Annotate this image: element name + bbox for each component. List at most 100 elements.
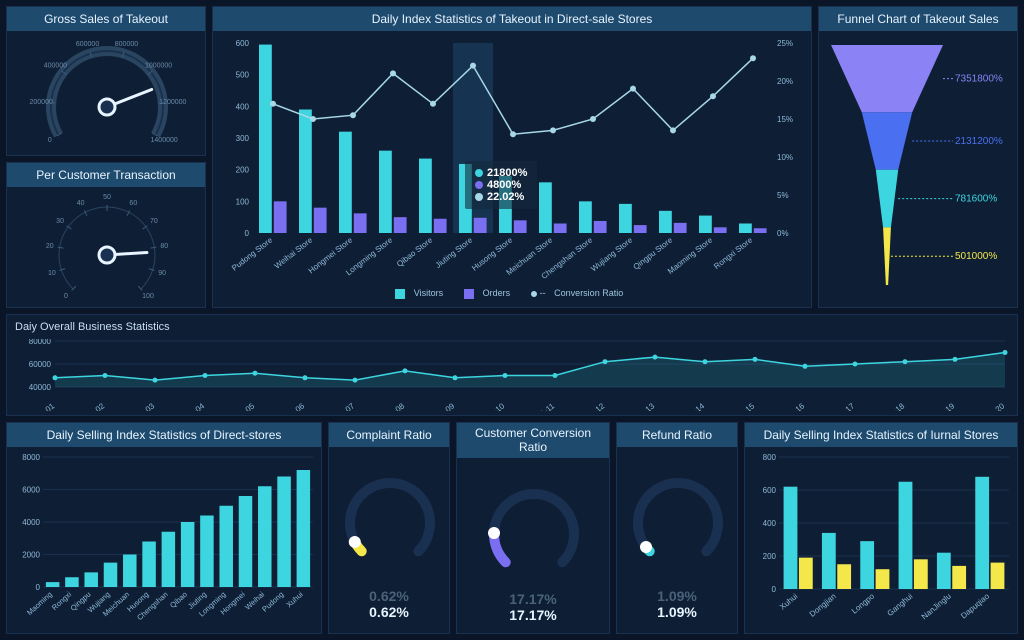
funnel-panel: Funnel Chart of Takeout Sales 7351800% 21… [818, 6, 1018, 308]
svg-text:781600%: 781600% [955, 194, 997, 205]
gross-sales-title: Gross Sales of Takeout [7, 7, 205, 31]
svg-text:1000000: 1000000 [145, 63, 172, 70]
refund-ratio-title: Refund Ratio [617, 423, 737, 447]
svg-text:10%: 10% [777, 153, 793, 162]
legend-conversion: Conversion Ratio [554, 288, 623, 298]
refund-ratio-panel: Refund Ratio 1.09%1.09% [616, 422, 738, 634]
svg-text:1400000: 1400000 [151, 137, 178, 144]
svg-text:500: 500 [236, 71, 250, 80]
svg-text:10: 10 [48, 270, 56, 277]
svg-text:Ganghui: Ganghui [885, 591, 914, 617]
svg-text:Qibao: Qibao [168, 590, 189, 610]
daily-overall-title: Daiy Overall Business Statistics [7, 315, 1017, 339]
svg-text:11-09: 11-09 [435, 401, 457, 411]
conversion-ratio-title: Customer Conversion Ratio [457, 423, 609, 458]
svg-text:11-13: 11-13 [635, 401, 657, 411]
daily-overall-panel: Daiy Overall Business Statistics 40000 60… [6, 314, 1018, 416]
complaint-ratio-value: 0.62% [329, 604, 449, 620]
svg-text:70: 70 [150, 218, 158, 225]
svg-text:4000: 4000 [22, 518, 40, 527]
svg-text:20%: 20% [777, 77, 793, 86]
svg-text:11-15: 11-15 [735, 401, 757, 411]
complaint-ratio-panel: Complaint Ratio 0.62%0.62% [328, 422, 450, 634]
funnel-title: Funnel Chart of Takeout Sales [819, 7, 1017, 31]
svg-text:60000: 60000 [29, 360, 52, 369]
svg-text:Pudong: Pudong [260, 590, 285, 614]
svg-text:11-06: 11-06 [285, 401, 307, 411]
svg-text:11-03: 11-03 [135, 401, 157, 411]
svg-text:200: 200 [236, 166, 250, 175]
svg-text:11-02: 11-02 [85, 401, 107, 411]
svg-text:40000: 40000 [29, 383, 52, 392]
svg-text:600: 600 [763, 486, 777, 495]
daily-index-title: Daily Index Statistics of Takeout in Dir… [213, 7, 811, 31]
daily-overall-chart: 40000 60000 80000 11-01 11-02 11-03 11-04 11-05… [13, 339, 1013, 411]
svg-text:2131200%: 2131200% [955, 136, 1003, 147]
svg-text:7351800%: 7351800% [955, 74, 1003, 85]
svg-text:Xuhui: Xuhui [778, 591, 800, 611]
svg-text:0: 0 [36, 583, 41, 592]
svg-text:2000: 2000 [22, 551, 40, 560]
legend-orders: Orders [483, 288, 511, 298]
svg-text:25%: 25% [777, 39, 793, 48]
svg-text:30: 30 [56, 218, 64, 225]
svg-text:400: 400 [236, 102, 250, 111]
svg-text:15%: 15% [777, 115, 793, 124]
svg-text:11-20: 11-20 [985, 401, 1007, 411]
svg-text:400: 400 [763, 519, 777, 528]
chart-tooltip: 21800%4800%22.02% [465, 161, 537, 209]
svg-text:11-14: 11-14 [685, 401, 707, 411]
svg-text:Jiuting Store: Jiuting Store [434, 235, 475, 270]
svg-text:400000: 400000 [44, 63, 67, 70]
svg-text:0: 0 [772, 585, 777, 594]
svg-text:Wujiang Store: Wujiang Store [589, 235, 634, 273]
per-customer-gauge: 0102030405060708090100 [7, 187, 205, 303]
svg-text:11-16: 11-16 [785, 401, 807, 411]
complaint-ratio-gauge [335, 451, 445, 581]
per-customer-title: Per Customer Transaction [7, 163, 205, 187]
svg-text:Dapuqiao: Dapuqiao [959, 591, 991, 620]
svg-text:11-07: 11-07 [335, 401, 357, 411]
svg-text:11-11: 11-11 [535, 401, 556, 411]
svg-text:50: 50 [103, 194, 111, 201]
direct-stores-chart: 02000400060008000MaomingRongxiQingpuWuji… [13, 451, 317, 629]
svg-text:800000: 800000 [115, 41, 138, 48]
refund-ratio-gauge [623, 451, 733, 581]
svg-text:501000%: 501000% [955, 251, 997, 262]
svg-text:11-04: 11-04 [185, 401, 207, 411]
svg-text:80: 80 [160, 243, 168, 250]
svg-text:Maoming: Maoming [25, 590, 54, 617]
conversion-ratio-gauge [463, 462, 605, 584]
svg-text:0: 0 [64, 293, 68, 300]
svg-text:Dongjian: Dongjian [808, 592, 838, 619]
per-customer-panel: Per Customer Transaction 010203040506070… [6, 162, 206, 308]
svg-text:6000: 6000 [22, 486, 40, 495]
svg-text:NanJinglu: NanJinglu [920, 592, 953, 622]
svg-text:5%: 5% [777, 191, 789, 200]
svg-text:600000: 600000 [76, 41, 99, 48]
svg-text:Qibao Store: Qibao Store [395, 235, 435, 269]
svg-text:Pudong Store: Pudong Store [230, 235, 275, 273]
svg-text:100: 100 [236, 197, 250, 206]
svg-text:11-12: 11-12 [585, 401, 607, 411]
svg-text:600: 600 [236, 39, 250, 48]
svg-text:0: 0 [245, 229, 250, 238]
svg-text:20: 20 [46, 243, 54, 250]
conversion-ratio-value: 17.17% [457, 607, 609, 623]
direct-stores-panel: Daily Selling Index Statistics of Direct… [6, 422, 322, 634]
direct-stores-title: Daily Selling Index Statistics of Direct… [7, 423, 321, 447]
svg-text:Weihai Store: Weihai Store [273, 235, 315, 271]
refund-ratio-value: 1.09% [617, 604, 737, 620]
svg-text:0: 0 [48, 137, 52, 144]
svg-text:0%: 0% [777, 229, 789, 238]
funnel-chart: 7351800% 2131200% 781600% 501000% [819, 31, 1017, 303]
svg-text:80000: 80000 [29, 339, 52, 346]
daily-index-legend: Visitors Orders -- Conversion Ratio [219, 284, 805, 301]
svg-text:11-01: 11-01 [35, 401, 57, 411]
svg-text:11-05: 11-05 [235, 401, 257, 411]
svg-text:Longpo: Longpo [850, 591, 877, 615]
svg-text:11-17: 11-17 [835, 401, 857, 411]
iurnal-stores-panel: Daily Selling Index Statistics of Iurnal… [744, 422, 1018, 634]
svg-text:11-18: 11-18 [885, 401, 907, 411]
svg-text:11-08: 11-08 [385, 401, 407, 411]
